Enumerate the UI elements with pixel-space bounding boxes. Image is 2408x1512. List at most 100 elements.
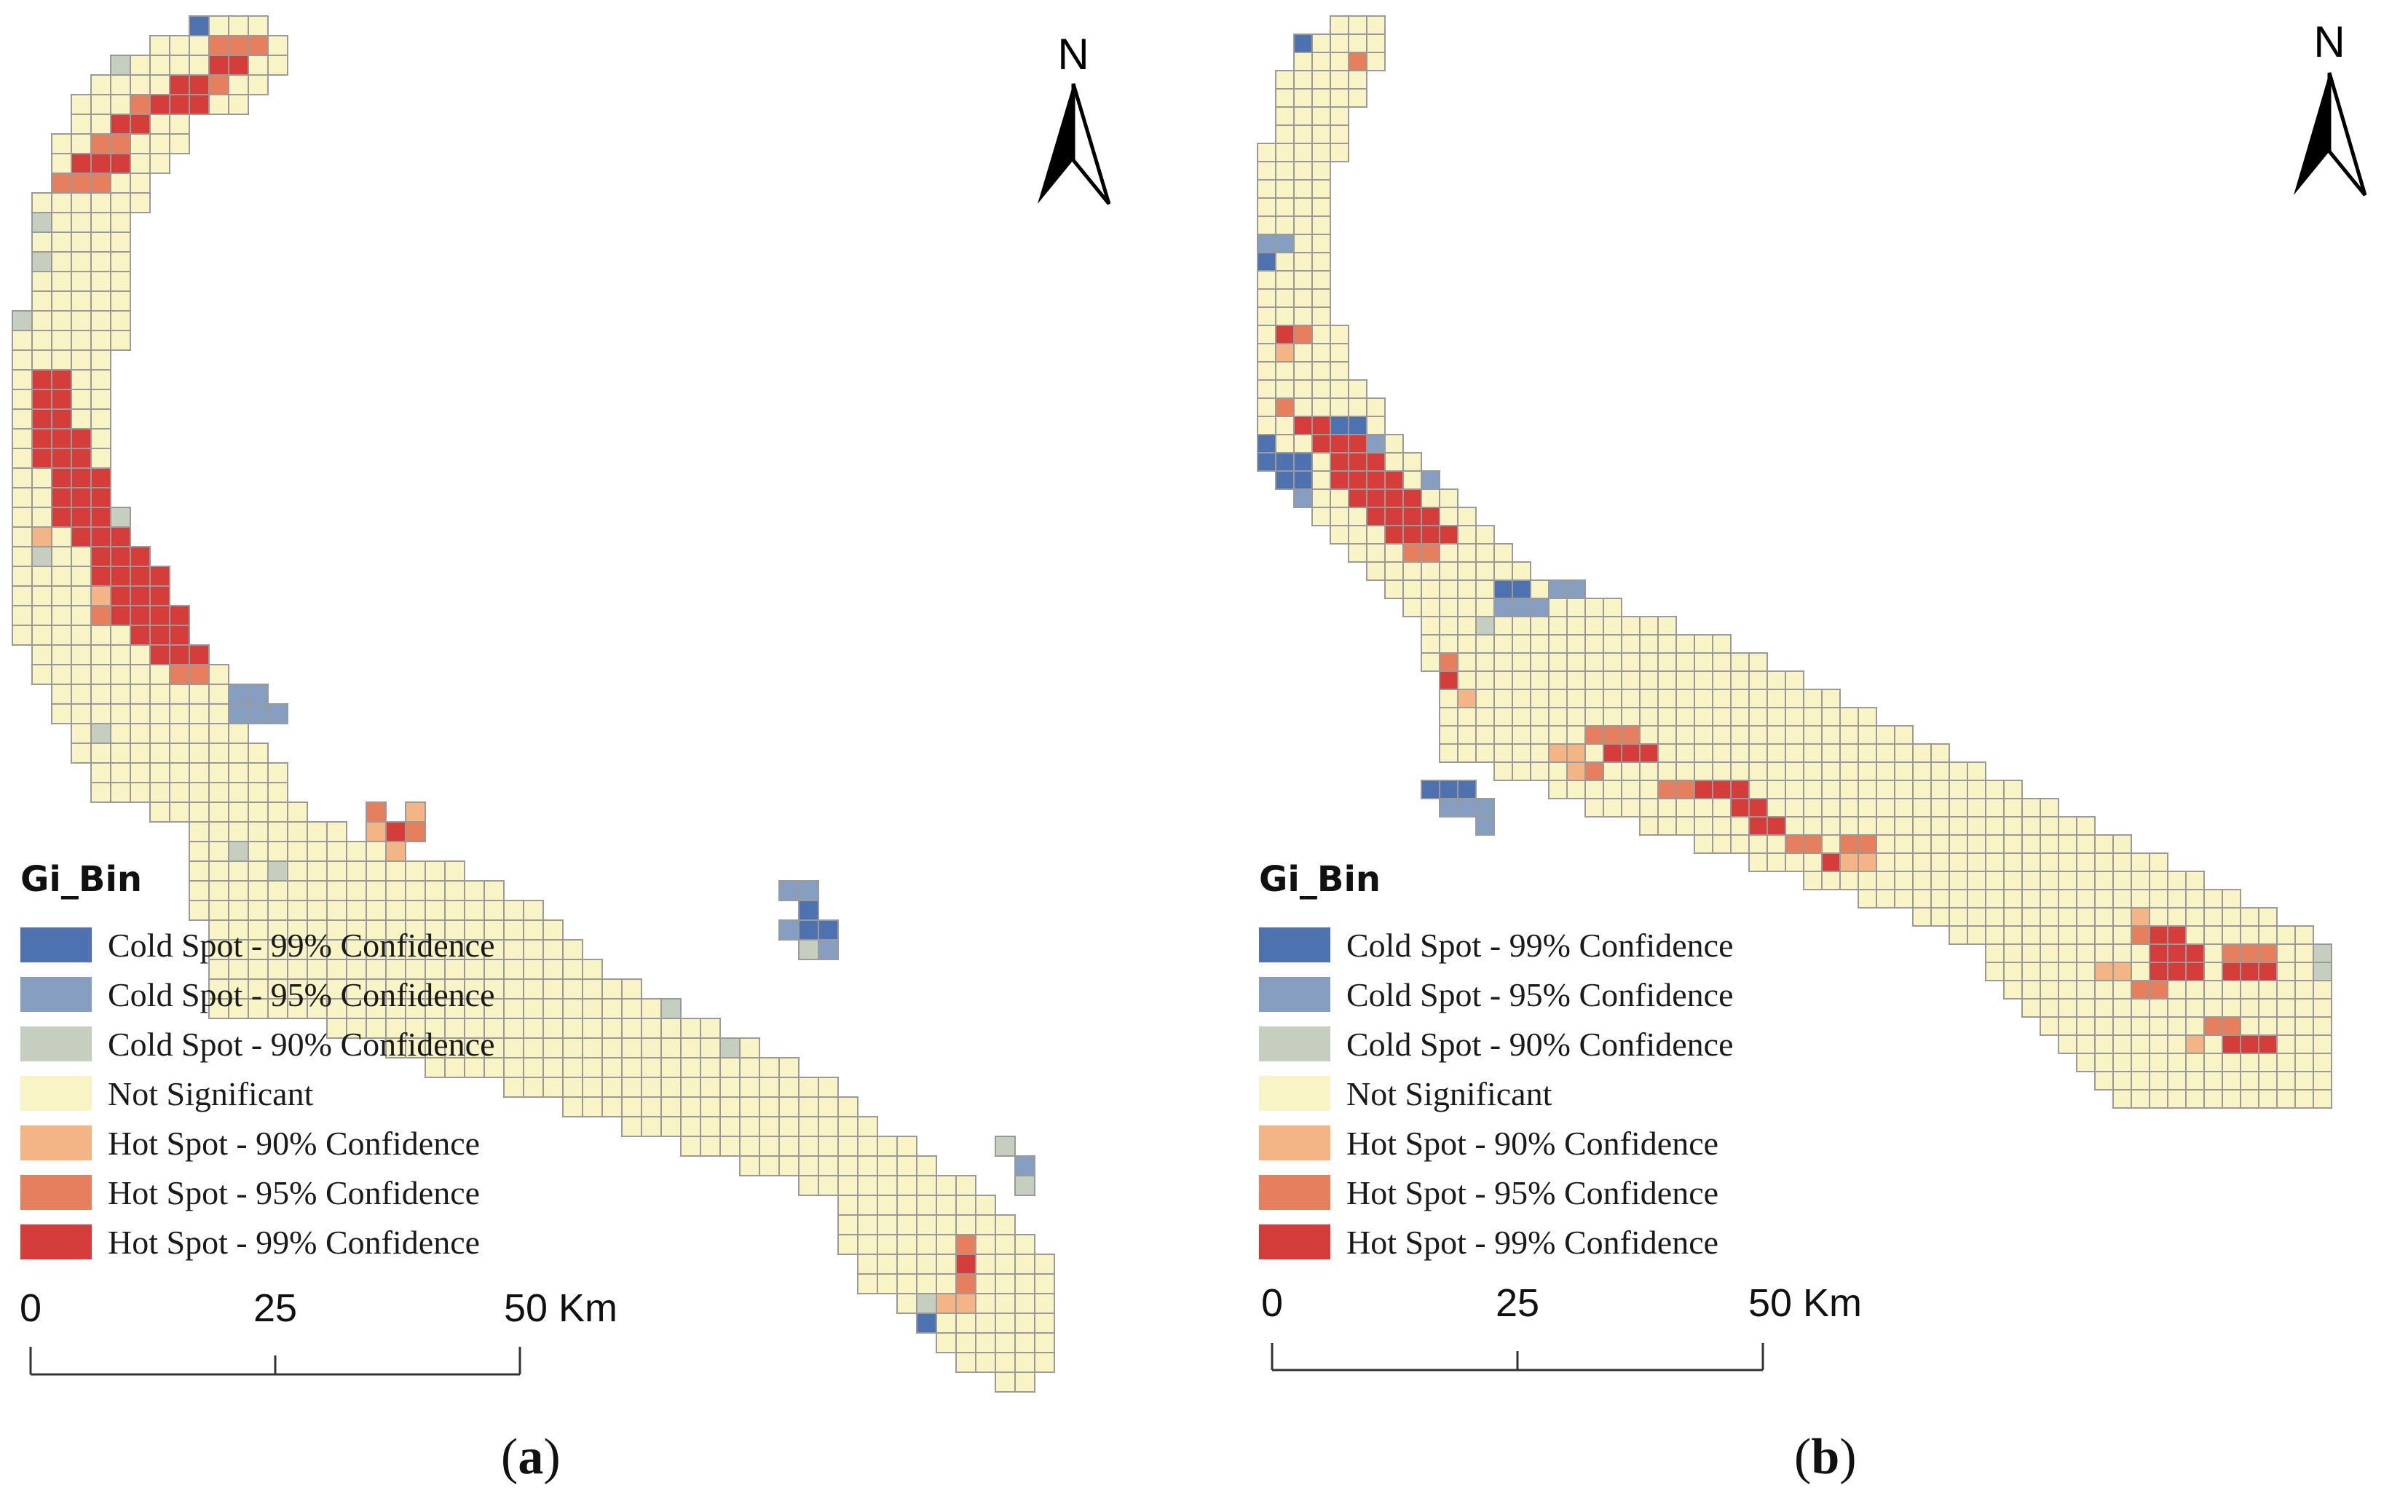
grid-cell (2240, 1089, 2259, 1109)
grid-cell (267, 703, 288, 724)
grid-cell (208, 35, 229, 56)
grid-cell (1621, 652, 1641, 672)
grid-cell (267, 55, 288, 76)
grid-cell (1985, 834, 2005, 854)
grid-cell (1311, 288, 1331, 308)
grid-cell (1639, 652, 1659, 672)
grid-cell (2112, 925, 2132, 945)
grid-cell (1675, 780, 1695, 799)
grid-cell (405, 978, 426, 1000)
grid-cell (975, 1195, 996, 1216)
grid-cell (778, 1057, 800, 1078)
grid-cell (51, 212, 72, 233)
legend-label: Hot Spot - 90% Confidence (108, 1124, 481, 1162)
legend-label: Hot Spot - 99% Confidence (108, 1223, 481, 1261)
grid-cell (1439, 507, 1458, 526)
grid-cell (346, 880, 367, 901)
grid-cell (798, 939, 819, 960)
grid-cell (2222, 889, 2241, 909)
grid-cell (503, 978, 524, 1000)
grid-cell (1330, 379, 1349, 399)
grid-cell (1402, 470, 1422, 490)
grid-cell (1348, 488, 1367, 508)
grid-cell (228, 880, 249, 901)
grid-cell (2149, 998, 2168, 1018)
grid-cell (1257, 343, 1276, 363)
grid-cell (1912, 816, 1932, 836)
grid-cell (1548, 634, 1568, 654)
grid-cell (31, 566, 52, 587)
grid-cell (798, 1077, 819, 1098)
grid-cell (2058, 871, 2077, 890)
grid-cell (267, 821, 288, 842)
grid-cell (1348, 507, 1367, 526)
grid-cell (1876, 889, 1895, 909)
grid-cell (896, 1214, 917, 1235)
grid-cell (169, 801, 190, 823)
grid-cell (2003, 834, 2023, 854)
grid-cell (1512, 725, 1531, 745)
grid-cell (2203, 1089, 2223, 1109)
grid-cell (1014, 1372, 1035, 1393)
grid-cell (1766, 761, 1786, 781)
grid-cell (1894, 871, 1914, 890)
grid-cell (90, 762, 111, 783)
grid-cell (1985, 962, 2005, 981)
grid-cell (1457, 725, 1477, 745)
grid-cell (425, 998, 446, 1019)
grid-cell (2149, 889, 2168, 909)
grid-cell (1766, 670, 1786, 690)
grid-cell (248, 762, 269, 783)
grid-cell (1275, 397, 1295, 417)
grid-cell (1785, 670, 1804, 690)
grid-cell (2131, 962, 2150, 981)
grid-cell (1275, 197, 1295, 217)
grid-cell (1257, 197, 1276, 217)
grid-cell (1257, 325, 1276, 344)
grid-cell (2185, 1089, 2205, 1109)
grid-cell (916, 1313, 937, 1334)
grid-cell (503, 939, 524, 960)
grid-cell (110, 251, 131, 272)
grid-cell (601, 1096, 623, 1117)
legend-label: Cold Spot - 95% Confidence (1346, 975, 1734, 1013)
grid-cell (2076, 871, 2096, 890)
grid-cell (2058, 980, 2077, 1000)
grid-cell (2167, 1016, 2187, 1036)
panel-caption: (b) (1794, 1429, 1857, 1485)
grid-cell (837, 1155, 858, 1176)
grid-cell (1330, 416, 1349, 435)
grid-cell (149, 644, 170, 665)
grid-cell (2185, 1034, 2205, 1054)
grid-cell (2094, 889, 2114, 909)
grid-cell (110, 644, 131, 665)
grid-cell (1985, 871, 2005, 890)
grid-cell (2203, 1034, 2223, 1054)
grid-cell (2149, 1053, 2168, 1072)
grid-cell (2313, 998, 2332, 1018)
grid-cell (857, 1214, 878, 1235)
grid-cell (208, 74, 229, 95)
grid-cell (71, 487, 92, 508)
grid-cell (2203, 1053, 2223, 1072)
grid-cell (90, 153, 111, 174)
grid-cell (582, 1096, 603, 1117)
grid-cell (169, 762, 190, 783)
grid-cell (2131, 980, 2150, 1000)
legend-item: Hot Spot - 90% Confidence (1259, 1118, 1914, 1168)
grid-cell (1493, 707, 1513, 727)
grid-cell (2185, 1016, 2205, 1036)
grid-cell (267, 762, 288, 783)
grid-cell (1475, 652, 1495, 672)
grid-cell (1530, 707, 1550, 727)
grid-cell (641, 1057, 662, 1078)
grid-cell (2131, 907, 2150, 927)
grid-cell (149, 35, 170, 56)
grid-cell (1330, 525, 1349, 545)
grid-cell (2112, 962, 2132, 981)
grid-cell (1311, 325, 1331, 344)
grid-cell (248, 684, 269, 705)
grid-cell (2294, 943, 2314, 963)
grid-cell (739, 1037, 760, 1058)
grid-cell (818, 1077, 839, 1098)
